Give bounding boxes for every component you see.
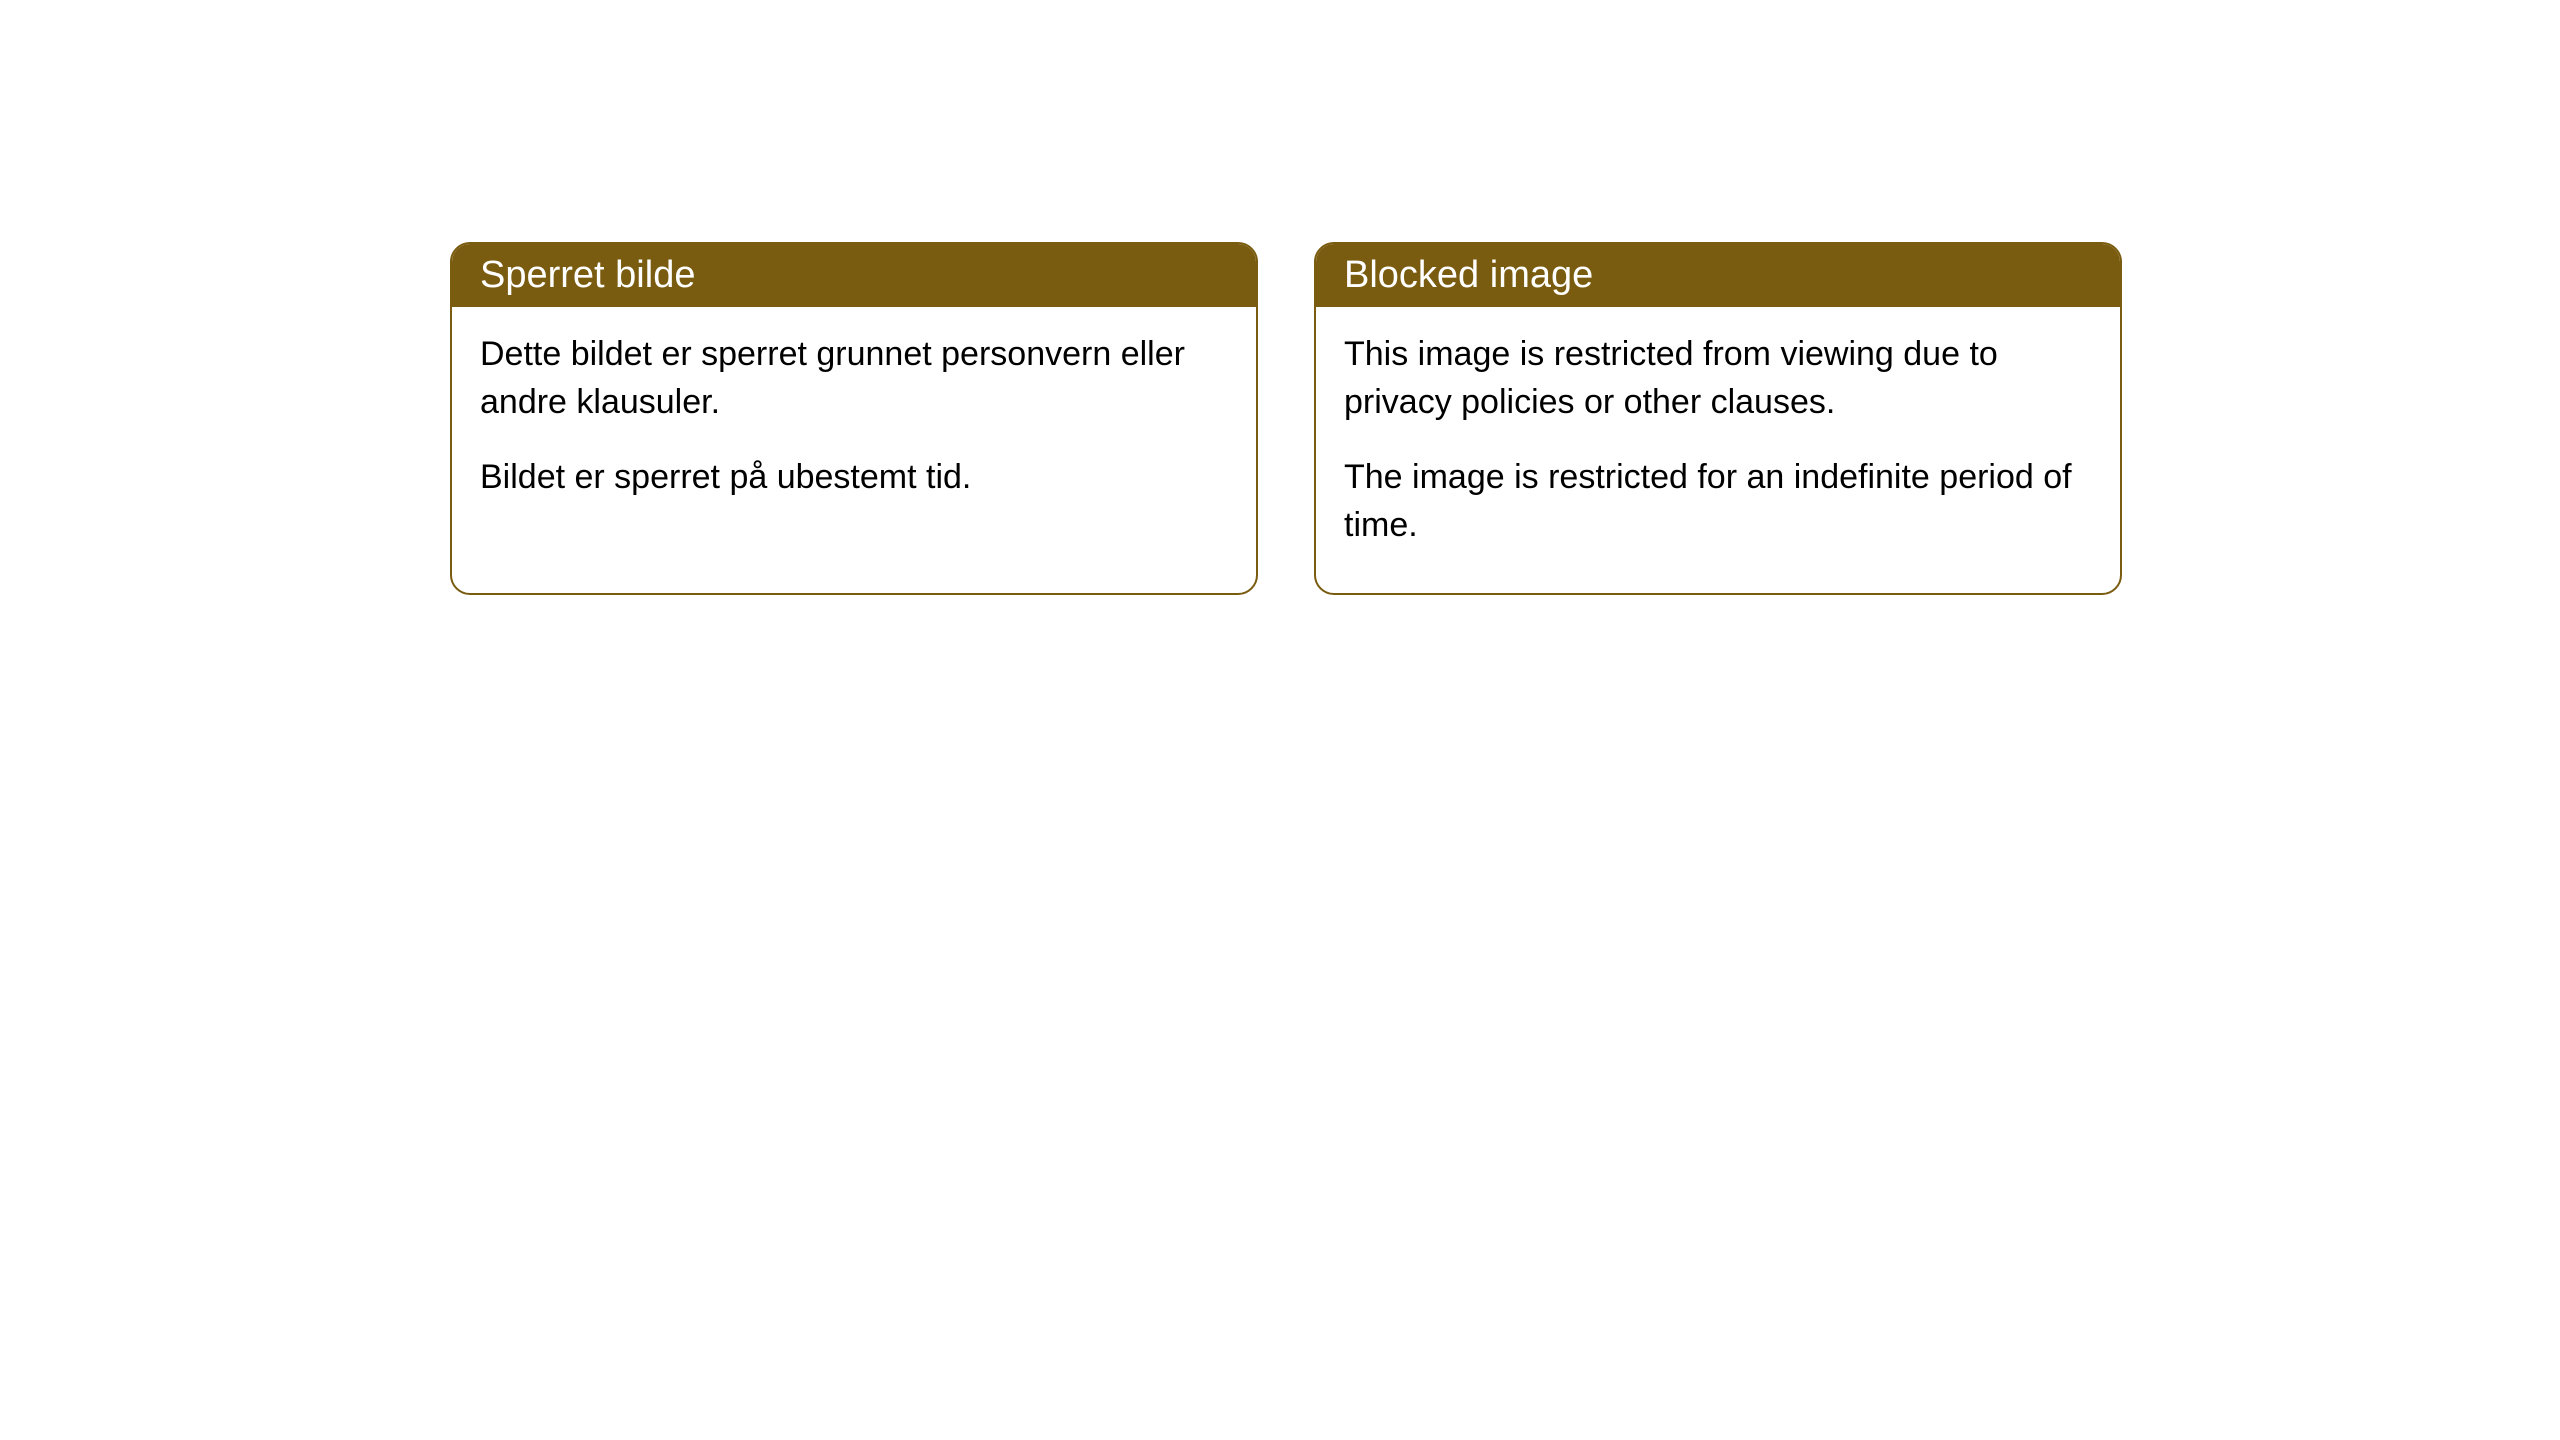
blocked-image-card-norwegian: Sperret bilde Dette bildet er sperret gr… <box>450 242 1258 595</box>
blocked-image-card-english: Blocked image This image is restricted f… <box>1314 242 2122 595</box>
card-paragraph: The image is restricted for an indefinit… <box>1344 454 2092 549</box>
card-paragraph: Bildet er sperret på ubestemt tid. <box>480 454 1228 502</box>
card-paragraph: Dette bildet er sperret grunnet personve… <box>480 331 1228 426</box>
card-body-norwegian: Dette bildet er sperret grunnet personve… <box>452 307 1256 546</box>
card-header-english: Blocked image <box>1316 244 2120 307</box>
card-title: Blocked image <box>1344 254 1593 296</box>
card-title: Sperret bilde <box>480 254 695 296</box>
notice-cards-container: Sperret bilde Dette bildet er sperret gr… <box>450 242 2122 595</box>
card-paragraph: This image is restricted from viewing du… <box>1344 331 2092 426</box>
card-body-english: This image is restricted from viewing du… <box>1316 307 2120 593</box>
card-header-norwegian: Sperret bilde <box>452 244 1256 307</box>
